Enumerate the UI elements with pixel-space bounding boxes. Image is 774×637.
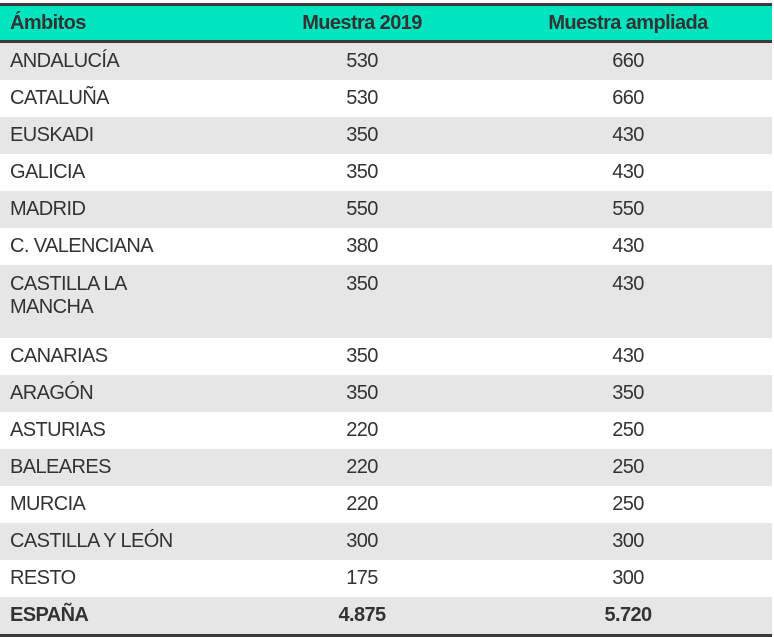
ambito-cell: MURCIA — [10, 493, 86, 515]
muestra-ampliada-cell: 350 — [612, 382, 644, 404]
ambito-cell: EUSKADI — [10, 124, 94, 146]
muestra-ampliada-cell: 250 — [612, 493, 644, 515]
table-row: C. VALENCIANA 380 430 — [0, 228, 772, 265]
table-row: RESTO 175 300 — [0, 560, 772, 597]
muestra-2019-cell: 175 — [346, 567, 378, 589]
table-row: ARAGÓN 350 350 — [0, 375, 772, 412]
ambito-cell: ANDALUCÍA — [10, 50, 120, 72]
table-row: CANARIAS 350 430 — [0, 338, 772, 375]
muestra-2019-cell: 220 — [346, 456, 378, 478]
ambito-cell: BALEARES — [10, 456, 111, 478]
muestra-2019-cell: 550 — [346, 198, 378, 220]
muestra-2019-cell: 350 — [346, 273, 378, 295]
table-row: CASTILLA LA MANCHA 350 430 — [0, 265, 772, 338]
muestra-2019-cell: 350 — [346, 382, 378, 404]
muestra-ampliada-cell: 300 — [612, 567, 644, 589]
muestra-2019-cell: 530 — [346, 87, 378, 109]
ambito-cell: CANARIAS — [10, 345, 108, 367]
ambito-cell: GALICIA — [10, 161, 85, 183]
muestra-ampliada-cell: 5.720 — [604, 604, 652, 626]
table-row: CATALUÑA 530 660 — [0, 80, 772, 117]
muestra-2019-cell: 4.875 — [338, 604, 386, 626]
sample-table: Ámbitos Muestra 2019 Muestra ampliada AN… — [0, 3, 772, 637]
muestra-2019-cell: 350 — [346, 161, 378, 183]
muestra-ampliada-cell: 430 — [612, 345, 644, 367]
muestra-ampliada-cell: 430 — [612, 273, 644, 295]
ambito-cell: ASTURIAS — [10, 419, 106, 441]
ambito-cell: ARAGÓN — [10, 382, 94, 404]
table-row: ANDALUCÍA 530 660 — [0, 41, 772, 80]
muestra-2019-cell: 380 — [346, 235, 378, 257]
muestra-ampliada-cell: 660 — [612, 87, 644, 109]
table-row: MADRID 550 550 — [0, 191, 772, 228]
ambito-cell: MADRID — [10, 198, 86, 220]
muestra-ampliada-cell: 430 — [612, 235, 644, 257]
ambito-cell: C. VALENCIANA — [10, 235, 154, 257]
ambito-cell: CATALUÑA — [10, 87, 110, 109]
header-ambitos: Ámbitos — [10, 11, 86, 34]
muestra-2019-cell: 350 — [346, 345, 378, 367]
ambito-cell: CASTILLA Y LEÓN — [10, 530, 173, 552]
muestra-2019-cell: 220 — [346, 493, 378, 515]
muestra-ampliada-cell: 430 — [612, 161, 644, 183]
muestra-ampliada-cell: 250 — [612, 456, 644, 478]
table-row: MURCIA 220 250 — [0, 486, 772, 523]
muestra-ampliada-cell: 550 — [612, 198, 644, 220]
muestra-2019-cell: 530 — [346, 50, 378, 72]
ambito-cell: CASTILLA LA MANCHA — [10, 273, 126, 318]
muestra-2019-cell: 300 — [346, 530, 378, 552]
muestra-ampliada-cell: 660 — [612, 50, 644, 72]
ambito-cell: RESTO — [10, 567, 76, 589]
muestra-2019-cell: 220 — [346, 419, 378, 441]
table-row: EUSKADI 350 430 — [0, 117, 772, 154]
table-row: CASTILLA Y LEÓN 300 300 — [0, 523, 772, 560]
table-row: ASTURIAS 220 250 — [0, 412, 772, 449]
table-header-row: Ámbitos Muestra 2019 Muestra ampliada — [0, 4, 772, 42]
muestra-2019-cell: 350 — [346, 124, 378, 146]
muestra-ampliada-cell: 300 — [612, 530, 644, 552]
header-muestra-2019: Muestra 2019 — [302, 11, 422, 34]
header-muestra-ampliada: Muestra ampliada — [548, 11, 708, 34]
table-row: BALEARES 220 250 — [0, 449, 772, 486]
ambito-cell: ESPAÑA — [10, 604, 89, 626]
table-row: GALICIA 350 430 — [0, 154, 772, 191]
muestra-ampliada-cell: 430 — [612, 124, 644, 146]
muestra-ampliada-cell: 250 — [612, 419, 644, 441]
